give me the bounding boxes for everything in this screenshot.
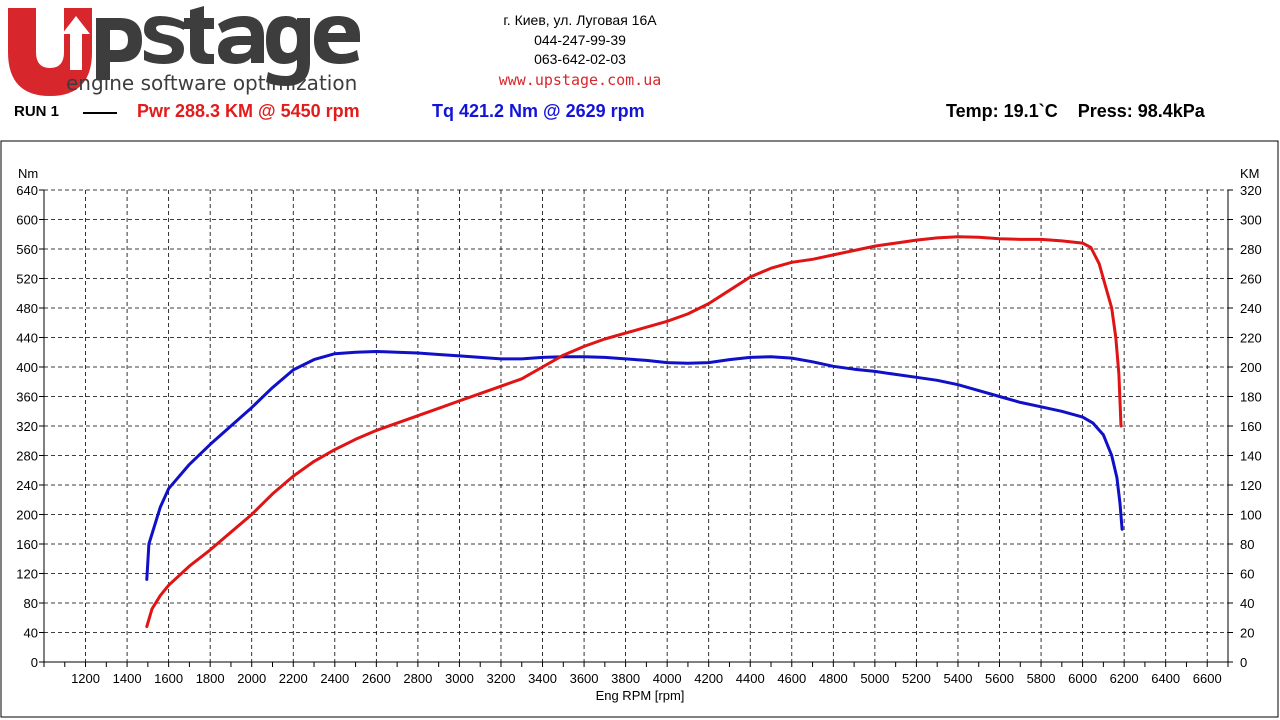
x-tick-label: 1800 [196,671,225,686]
x-tick-label: 3400 [528,671,557,686]
y-left-tick-label: 360 [16,390,38,405]
y-left-tick-label: 280 [16,449,38,464]
y-right-tick-label: 80 [1240,537,1254,552]
temperature-text: Temp: 19.1`C [946,101,1058,121]
x-tick-label: 4600 [777,671,806,686]
environment-summary: Temp: 19.1`C Press: 98.4kPa [946,101,1205,122]
power-summary: Pwr 288.3 KM @ 5450 rpm [137,101,360,121]
torque-curve [145,350,1124,581]
pressure-text: Press: 98.4kPa [1077,101,1205,121]
y-left-axis-label: Nm [18,166,38,181]
y-right-tick-label: 100 [1240,508,1262,523]
chart-grid [44,189,1228,662]
x-tick-label: 2800 [403,671,432,686]
x-tick-label: 6600 [1193,671,1222,686]
x-tick-label: 4000 [653,671,682,686]
phone-1: 044-247-99-39 [534,32,626,48]
x-tick-label: 1200 [71,671,100,686]
y-right-tick-label: 260 [1240,272,1262,287]
y-left-tick-label: 320 [16,419,38,434]
y-right-axis-label: KM [1240,166,1260,181]
x-tick-label: 4200 [694,671,723,686]
x-tick-label: 1400 [113,671,142,686]
y-right-tick-label: 220 [1240,331,1262,346]
x-tick-label: 2600 [362,671,391,686]
chart-frame [0,140,1279,718]
y-right-tick-label: 300 [1240,213,1262,228]
chart-series [145,235,1124,629]
y-left-tick-label: 0 [31,655,38,670]
y-right-tick-label: 200 [1240,360,1262,375]
x-tick-label: 3000 [445,671,474,686]
x-tick-label: 6000 [1068,671,1097,686]
x-tick-label: 4400 [736,671,765,686]
x-tick-label: 2400 [320,671,349,686]
y-right-tick-label: 40 [1240,596,1254,611]
y-left-tick-label: 160 [16,537,38,552]
y-left-tick-label: 520 [16,272,38,287]
y-left-tick-label: 480 [16,301,38,316]
run-label: RUN 1 [14,103,60,120]
y-right-tick-label: 120 [1240,478,1262,493]
x-tick-label: 3800 [611,671,640,686]
y-left-tick-label: 560 [16,242,38,257]
logo-stage-letters [96,6,360,86]
y-left-tick-label: 440 [16,331,38,346]
x-tick-label: 3600 [570,671,599,686]
y-right-tick-label: 60 [1240,567,1254,582]
run-legend-line [83,112,117,114]
y-right-tick-label: 180 [1240,390,1262,405]
phone-2: 063-642-02-03 [534,51,626,67]
x-tick-label: 1600 [154,671,183,686]
website-link[interactable]: www.upstage.com.ua [498,71,662,89]
upstage-logo: engine software optimization [8,6,360,96]
x-tick-label: 4800 [819,671,848,686]
x-tick-label: 3200 [487,671,516,686]
torque-summary: Tq 421.2 Nm @ 2629 rpm [432,101,645,121]
power-curve [145,235,1123,629]
address: г. Киев, ул. Луговая 16А [503,12,657,28]
x-axis-label: Eng RPM [rpm] [596,688,685,703]
x-tick-label: 5600 [985,671,1014,686]
x-tick-label: 5000 [860,671,889,686]
y-right-tick-labels: 0 20 40 60 80 100 120 140 160 180 200 220 240 260 280 3… [1240,183,1262,670]
x-tick-label: 6400 [1151,671,1180,686]
y-right-tick-label: 20 [1240,626,1254,641]
y-right-tick-label: 320 [1240,183,1262,198]
x-tick-label: 2200 [279,671,308,686]
y-right-tick-label: 160 [1240,419,1262,434]
y-left-tick-label: 120 [16,567,38,582]
logo-tagline: engine software optimization [66,71,357,95]
y-left-tick-label: 400 [16,360,38,375]
x-tick-labels: 1200 1400 1600 1800 2000 2200 2400 2600 2800 3000… [71,671,1222,686]
x-tick-label: 2000 [237,671,266,686]
y-left-tick-label: 600 [16,213,38,228]
x-tick-label: 6200 [1110,671,1139,686]
y-right-tick-label: 140 [1240,449,1262,464]
y-left-tick-labels: 0 40 80 120 160 200 240 280 320 360 400 440 480 520 56… [16,183,38,670]
y-left-tick-label: 200 [16,508,38,523]
x-tick-label: 5800 [1027,671,1056,686]
dyno-chart: 1200 1400 1600 1800 2000 2200 2400 2600 2800 3000… [0,140,1279,718]
y-left-tick-label: 80 [24,596,38,611]
y-left-tick-label: 640 [16,183,38,198]
y-right-tick-label: 0 [1240,655,1247,670]
y-right-tick-label: 240 [1240,301,1262,316]
y-left-tick-label: 40 [24,626,38,641]
x-tick-label: 5400 [944,671,973,686]
x-tick-label: 5200 [902,671,931,686]
logo-u-mark [8,8,92,96]
chart-axes [39,189,1233,667]
y-left-tick-label: 240 [16,478,38,493]
y-right-tick-label: 280 [1240,242,1262,257]
